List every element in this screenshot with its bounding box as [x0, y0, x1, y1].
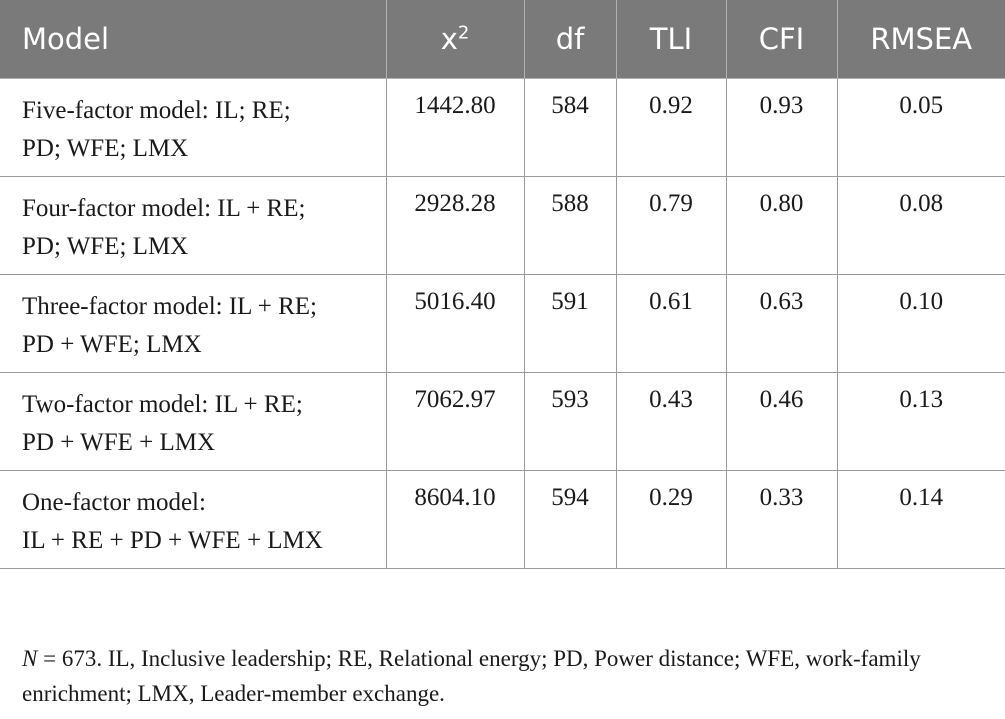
table-row: Five-factor model: IL; RE; PD; WFE; LMX 1… [0, 78, 1005, 177]
cell-tli: 0.61 [615, 274, 726, 373]
cell-model: Four-factor model: IL + RE; PD; WFE; LMX [0, 176, 386, 275]
header-model: Model [0, 0, 386, 79]
cell-df: 584 [523, 78, 616, 177]
cell-tli: 0.43 [615, 372, 726, 471]
cell-model: Two-factor model: IL + RE; PD + WFE + LMX [0, 372, 386, 471]
table-header-row: Model x2 df TLI CFI RMSEA [0, 0, 1005, 79]
cell-model: Five-factor model: IL; RE; PD; WFE; LMX [0, 78, 386, 177]
cell-chi-square: 8604.10 [385, 470, 524, 569]
cell-model: One-factor model: IL + RE + PD + WFE + LM… [0, 470, 386, 569]
table-note: N = 673. IL, Inclusive leadership; RE, R… [22, 641, 982, 711]
model-line-1: Five-factor model: IL; RE; [22, 97, 291, 124]
header-chi-label: x [440, 22, 458, 56]
table-row: One-factor model: IL + RE + PD + WFE + LM… [0, 470, 1005, 569]
cell-rmsea: 0.08 [836, 176, 1005, 275]
table-row: Three-factor model: IL + RE; PD + WFE; LM… [0, 274, 1005, 373]
cell-cfi: 0.93 [725, 78, 837, 177]
model-line-2: PD + WFE + LMX [22, 429, 216, 456]
cell-cfi: 0.46 [725, 372, 837, 471]
cell-chi-square: 2928.28 [385, 176, 524, 275]
model-line-2: IL + RE + PD + WFE + LMX [22, 527, 323, 554]
model-line-1: Four-factor model: IL + RE; [22, 195, 306, 222]
cell-df: 593 [523, 372, 616, 471]
cell-tli: 0.29 [615, 470, 726, 569]
cell-cfi: 0.80 [725, 176, 837, 275]
note-text: = 673. IL, Inclusive leadership; RE, Rel… [22, 646, 921, 706]
cell-chi-square: 1442.80 [385, 78, 524, 177]
header-chi-superscript: 2 [457, 22, 470, 44]
model-fit-table: Model x2 df TLI CFI RMSEA Five-factor mo… [0, 0, 1005, 569]
model-line-2: PD; WFE; LMX [22, 233, 189, 260]
header-rmsea: RMSEA [836, 0, 1005, 79]
table-row: Four-factor model: IL + RE; PD; WFE; LMX … [0, 176, 1005, 275]
header-df: df [523, 0, 616, 79]
model-line-1: Three-factor model: IL + RE; [22, 293, 317, 320]
cell-rmsea: 0.10 [836, 274, 1005, 373]
table-row: Two-factor model: IL + RE; PD + WFE + LMX… [0, 372, 1005, 471]
cell-chi-square: 7062.97 [385, 372, 524, 471]
cell-cfi: 0.33 [725, 470, 837, 569]
cell-tli: 0.79 [615, 176, 726, 275]
cell-rmsea: 0.13 [836, 372, 1005, 471]
model-line-1: One-factor model: [22, 489, 206, 516]
cell-rmsea: 0.05 [836, 78, 1005, 177]
header-tli: TLI [615, 0, 726, 79]
cell-chi-square: 5016.40 [385, 274, 524, 373]
model-line-1: Two-factor model: IL + RE; [22, 391, 303, 418]
model-line-2: PD + WFE; LMX [22, 331, 202, 358]
cell-rmsea: 0.14 [836, 470, 1005, 569]
cell-df: 588 [523, 176, 616, 275]
header-cfi: CFI [725, 0, 837, 79]
cell-tli: 0.92 [615, 78, 726, 177]
cell-df: 594 [523, 470, 616, 569]
note-n-label: N [22, 646, 38, 671]
header-chi-square: x2 [385, 0, 524, 79]
cell-cfi: 0.63 [725, 274, 837, 373]
cell-df: 591 [523, 274, 616, 373]
model-line-2: PD; WFE; LMX [22, 135, 189, 162]
cell-model: Three-factor model: IL + RE; PD + WFE; LM… [0, 274, 386, 373]
